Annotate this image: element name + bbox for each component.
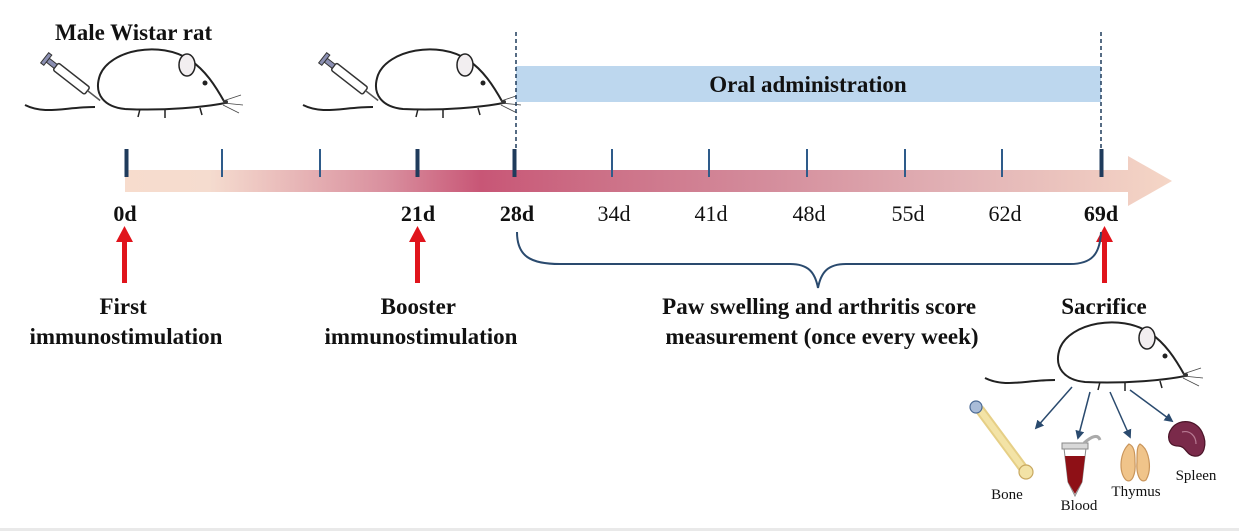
tick-minor [1001, 149, 1003, 177]
first-immunostimulation-arrow [116, 226, 133, 283]
thymus-icon [1120, 443, 1150, 482]
rat-icon [24, 48, 244, 119]
booster-immunostimulation-arrow [409, 226, 426, 283]
measurement-label: Paw swelling and arthritis score measure… [662, 294, 982, 349]
timeline-ticks [124, 149, 1104, 177]
tick-minor [221, 149, 223, 177]
timeline-arrow [125, 156, 1172, 206]
day-label-62d: 62d [989, 201, 1022, 226]
day-label-0d: 0d [113, 201, 136, 226]
sacrifice-arrow [1096, 226, 1113, 283]
tick-minor [611, 149, 613, 177]
event-arrows [116, 226, 1113, 283]
bottom-rule [0, 528, 1239, 531]
rat-icon [984, 321, 1204, 392]
tick-minor [319, 149, 321, 177]
day-label-28d: 28d [500, 201, 534, 226]
bone-icon [969, 400, 1034, 480]
tick-minor [806, 149, 808, 177]
tick-major [512, 149, 517, 177]
day-label-48d: 48d [793, 201, 826, 226]
diagram-title: Male Wistar rat [55, 20, 212, 45]
organ-arrows [1034, 386, 1174, 440]
organ-label-blood: Blood [1061, 498, 1098, 514]
blood-tube-icon [1061, 434, 1102, 498]
oral-administration-bar [516, 66, 1101, 102]
day-label-55d: 55d [892, 201, 925, 226]
day-label-69d: 69d [1084, 201, 1118, 226]
organ-label-spleen: Spleen [1176, 468, 1217, 484]
oral-administration-label: Oral administration [709, 72, 907, 97]
measurement-bracket [516, 231, 1102, 289]
organ-label-thymus: Thymus [1111, 484, 1160, 500]
tick-minor [904, 149, 906, 177]
day-label-41d: 41d [695, 201, 728, 226]
tick-major [415, 149, 420, 177]
tick-minor [708, 149, 710, 177]
rat-icon [302, 48, 522, 119]
organ-label-bone: Bone [991, 487, 1023, 503]
day-labels: 0d 21d 28d 34d 41d 48d 55d 62d 69d [113, 201, 1118, 226]
syringe-icon [39, 51, 101, 102]
day-label-34d: 34d [598, 201, 631, 226]
tick-major [1099, 149, 1104, 177]
sacrifice-label: Sacrifice [1061, 294, 1147, 319]
first-immunostimulation-label: First immunostimulation [30, 294, 223, 349]
spleen-icon [1168, 421, 1206, 457]
tick-major [124, 149, 129, 177]
syringe-icon [317, 51, 379, 102]
day-label-21d: 21d [401, 201, 435, 226]
booster-immunostimulation-label: Booster immunostimulation [325, 294, 518, 349]
